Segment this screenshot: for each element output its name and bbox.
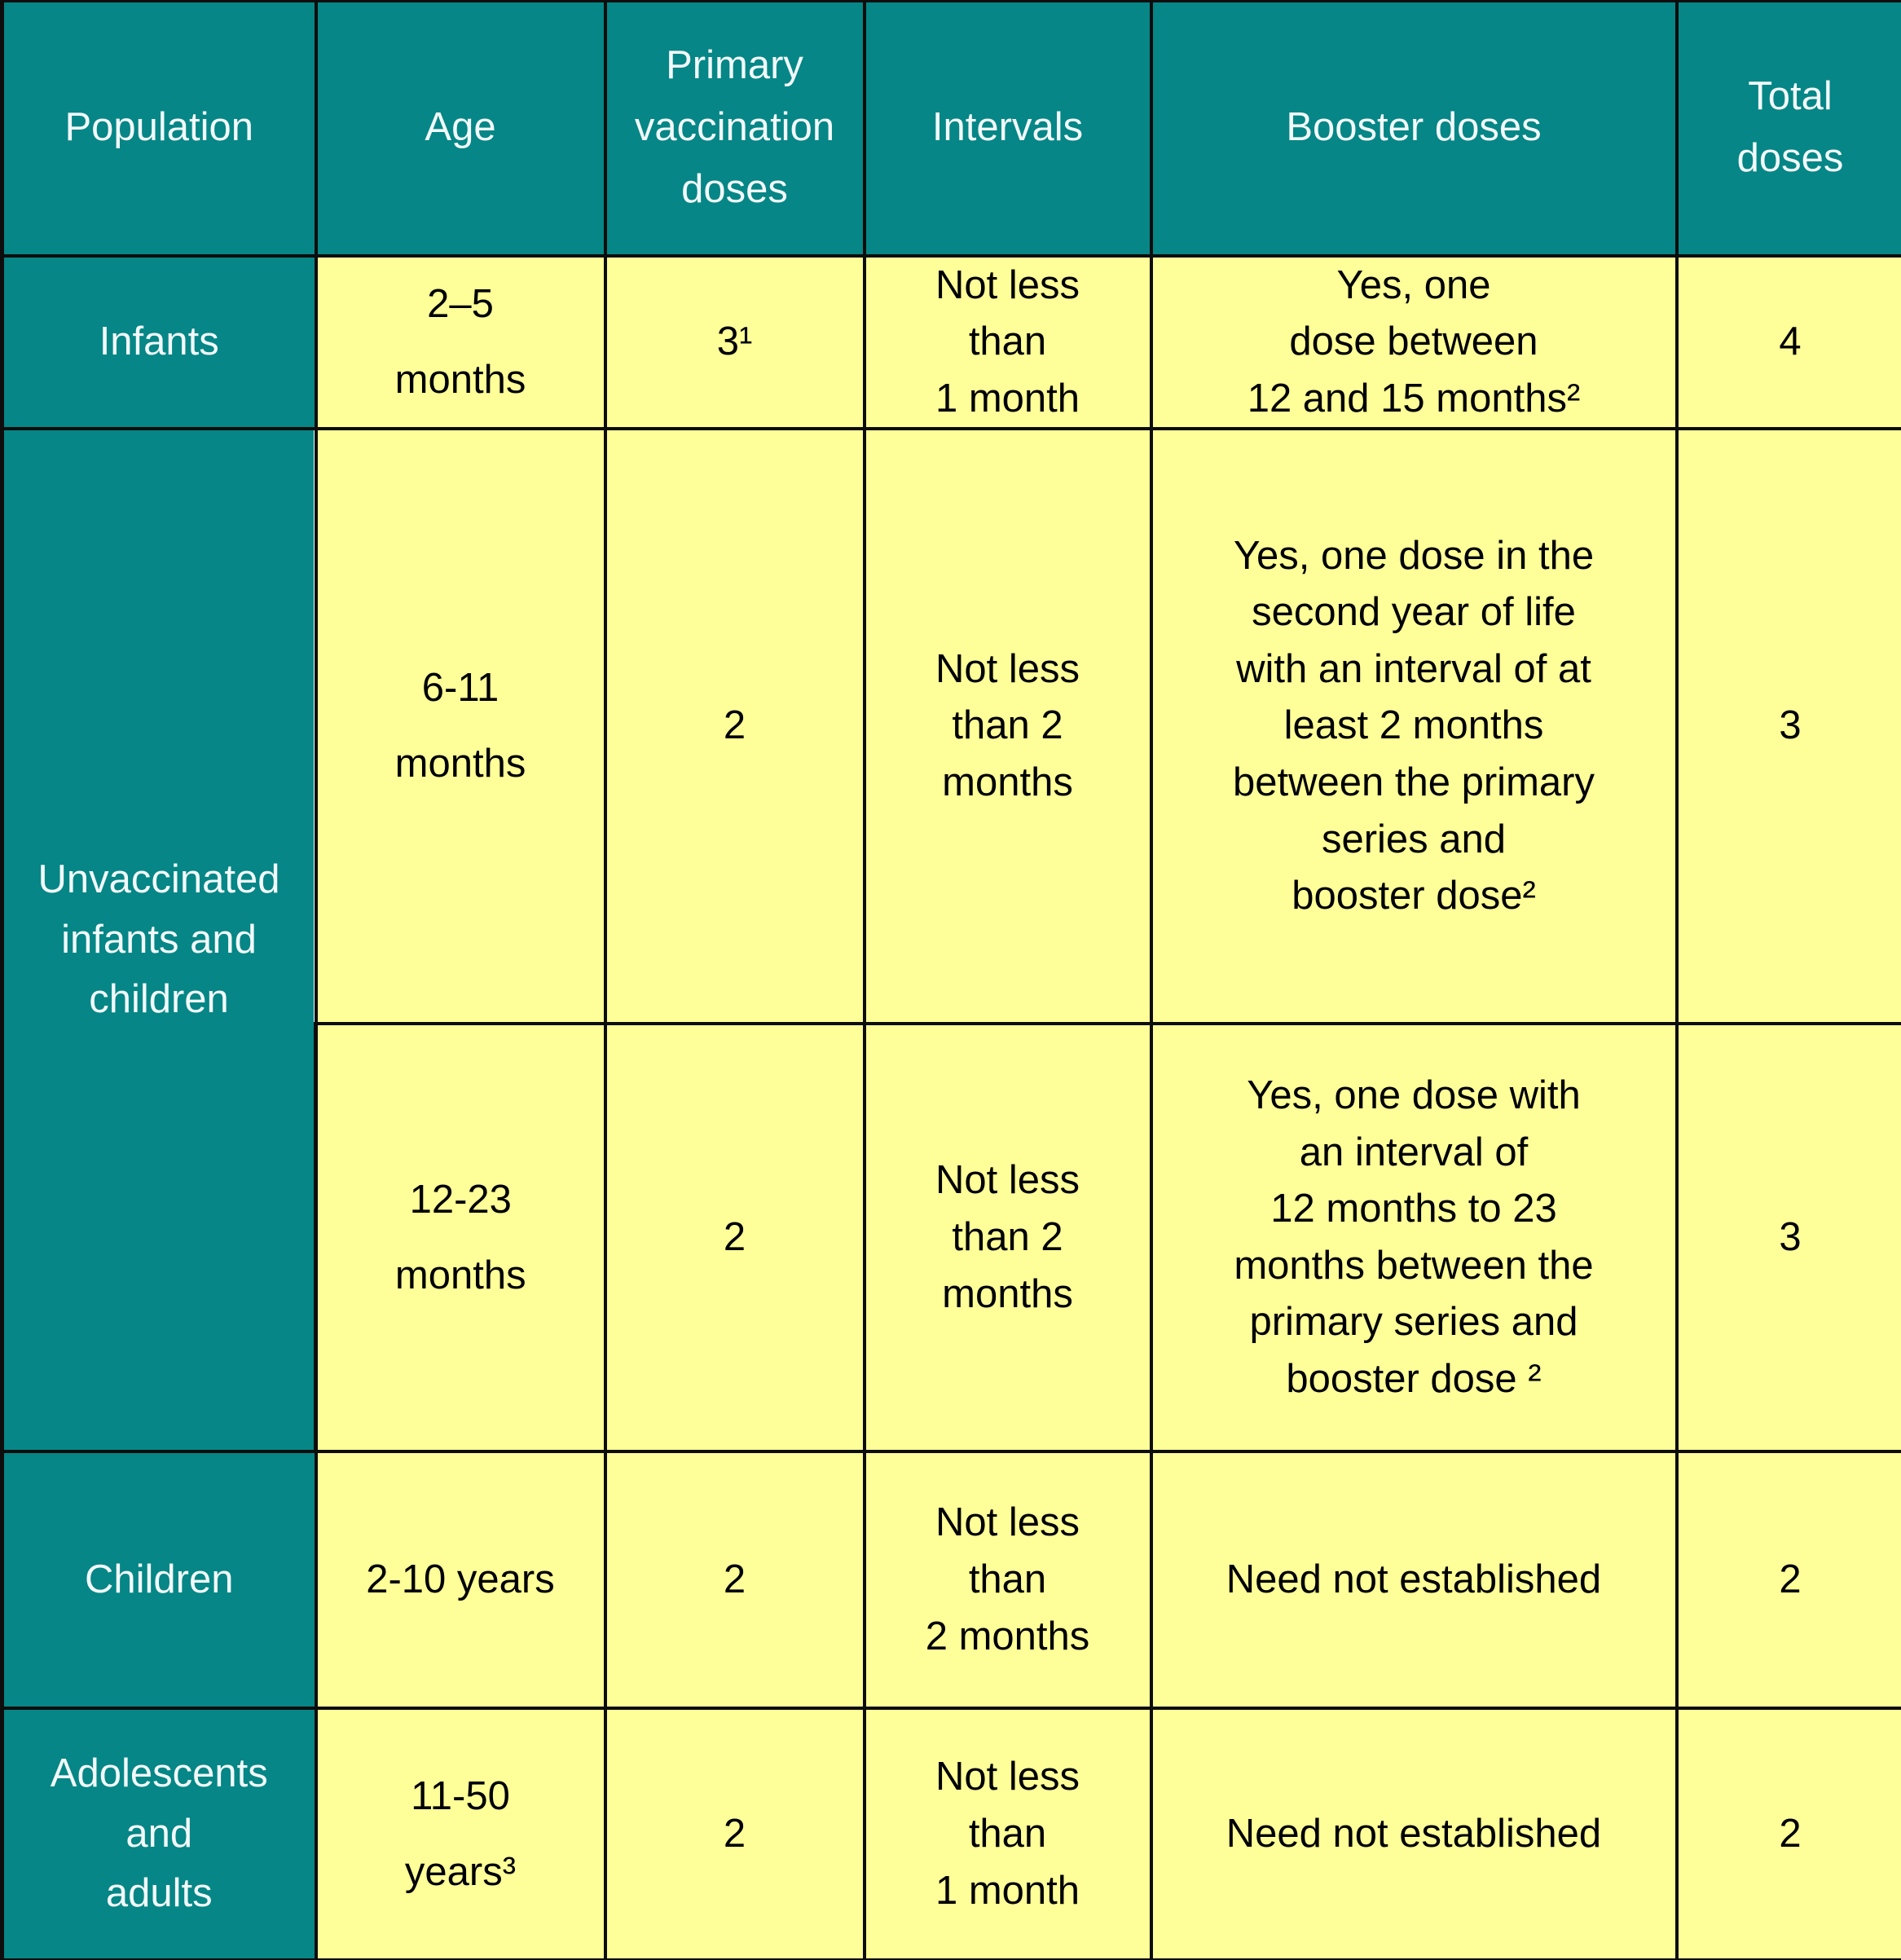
booster-doses-cell: Need not established xyxy=(1151,1451,1677,1708)
booster-doses-cell: Yes, one dose in the second year of life… xyxy=(1151,429,1677,1024)
header-age: Age xyxy=(316,2,605,256)
booster-doses-cell: Yes, one dose between 12 and 15 months² xyxy=(1151,256,1677,429)
total-doses-cell: 2 xyxy=(1677,1708,1901,1959)
population-cell: Children xyxy=(2,1451,316,1708)
header-total-doses: Total doses xyxy=(1677,2,1901,256)
booster-doses-cell: Yes, one dose with an interval of 12 mon… xyxy=(1151,1024,1677,1451)
age-cell: 11-50 years³ xyxy=(316,1708,605,1959)
booster-doses-cell: Need not established xyxy=(1151,1708,1677,1959)
table-row-children: Children 2-10 years 2 Not less than 2 mo… xyxy=(2,1451,1901,1708)
intervals-cell: Not less than 1 month xyxy=(865,1708,1151,1959)
intervals-cell: Not less than 2 months xyxy=(865,429,1151,1024)
header-intervals: Intervals xyxy=(865,2,1151,256)
population-cell: Unvaccinated infants and children xyxy=(2,429,316,1451)
table-row-unvaccinated-6-11: Unvaccinated infants and children 6-11 m… xyxy=(2,429,1901,1024)
age-cell: 2–5 months xyxy=(316,256,605,429)
primary-doses-cell: 2 xyxy=(605,1451,865,1708)
population-cell: Infants xyxy=(2,256,316,429)
primary-doses-cell: 3¹ xyxy=(605,256,865,429)
table-row-adolescents-adults: Adolescents and adults 11-50 years³ 2 No… xyxy=(2,1708,1901,1959)
header-population: Population xyxy=(2,2,316,256)
header-row: Population Age Primary vaccination doses… xyxy=(2,2,1901,256)
intervals-cell: Not less than 2 months xyxy=(865,1024,1151,1451)
header-primary-vaccination-doses: Primary vaccination doses xyxy=(605,2,865,256)
population-cell: Adolescents and adults xyxy=(2,1708,316,1959)
primary-doses-cell: 2 xyxy=(605,1024,865,1451)
intervals-cell: Not less than 2 months xyxy=(865,1451,1151,1708)
intervals-cell: Not less than 1 month xyxy=(865,256,1151,429)
total-doses-cell: 4 xyxy=(1677,256,1901,429)
primary-doses-cell: 2 xyxy=(605,1708,865,1959)
header-booster-doses: Booster doses xyxy=(1151,2,1677,256)
total-doses-cell: 3 xyxy=(1677,429,1901,1024)
age-cell: 6-11 months xyxy=(316,429,605,1024)
age-cell: 2-10 years xyxy=(316,1451,605,1708)
primary-doses-cell: 2 xyxy=(605,429,865,1024)
table-row-infants: Infants 2–5 months 3¹ Not less than 1 mo… xyxy=(2,256,1901,429)
age-cell: 12-23 months xyxy=(316,1024,605,1451)
total-doses-cell: 3 xyxy=(1677,1024,1901,1451)
total-doses-cell: 2 xyxy=(1677,1451,1901,1708)
